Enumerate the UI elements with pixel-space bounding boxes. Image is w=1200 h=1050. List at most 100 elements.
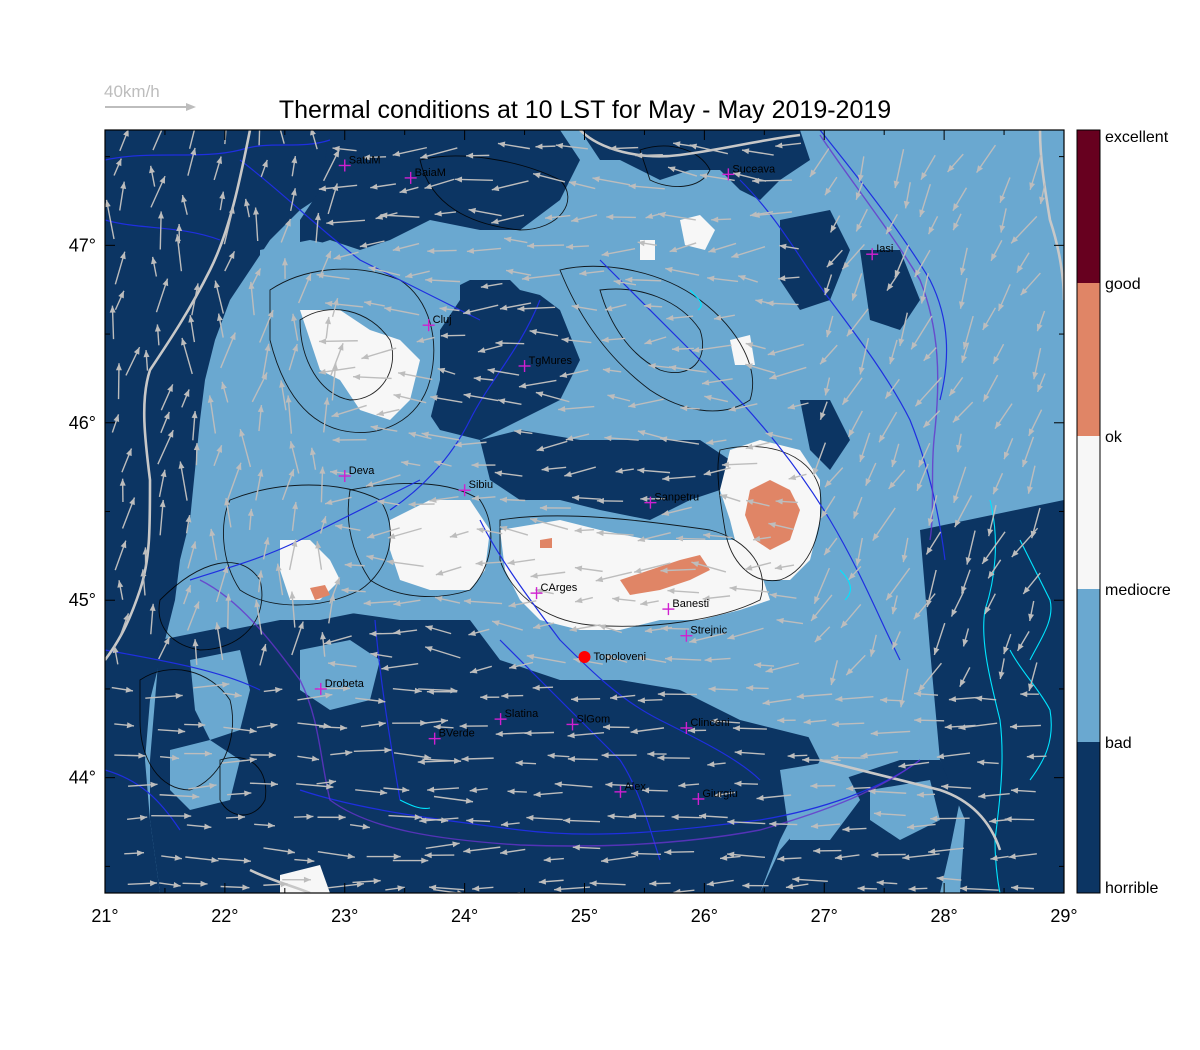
wind-arrowhead xyxy=(249,727,257,734)
wind-arrowhead xyxy=(463,308,471,315)
wind-arrowhead xyxy=(381,664,389,671)
wind-arrow xyxy=(188,130,196,149)
lon-tick-label: 24° xyxy=(451,906,478,926)
wind-arrowhead xyxy=(419,817,427,824)
wind-arrowhead xyxy=(468,207,476,214)
wind-arrowhead xyxy=(325,251,331,259)
wind-arrowhead xyxy=(824,547,831,556)
wind-arrowhead xyxy=(545,214,553,221)
wind-arrowhead xyxy=(561,337,569,344)
wind-arrowhead xyxy=(962,341,969,350)
wind-arrowhead xyxy=(430,394,438,401)
wind-arrowhead xyxy=(598,624,607,631)
wind-arrowhead xyxy=(417,758,425,765)
wind-arrowhead xyxy=(216,156,223,165)
wind-arrowhead xyxy=(547,752,555,759)
wind-arrowhead xyxy=(457,889,463,893)
wind-arrowhead xyxy=(188,315,195,323)
wind-arrowhead xyxy=(635,152,643,159)
wind-arrowhead xyxy=(903,200,910,209)
wind-arrowhead xyxy=(901,554,908,563)
wind-arrowhead xyxy=(671,814,679,821)
wind-arrowhead xyxy=(378,697,386,704)
wind-arrowhead xyxy=(706,439,714,446)
wind-arrowhead xyxy=(325,316,331,325)
wind-arrowhead xyxy=(249,756,257,763)
wind-arrowhead xyxy=(171,754,180,761)
wind-arrowhead xyxy=(892,641,898,650)
wind-arrowhead xyxy=(362,823,370,830)
wind-arrowhead xyxy=(923,353,931,361)
wind-arrowhead xyxy=(222,681,230,688)
wind-arrowhead xyxy=(637,430,646,436)
wind-arrowhead xyxy=(125,686,133,693)
wind-arrowhead xyxy=(1004,816,1012,823)
wind-arrowhead xyxy=(734,749,742,756)
main-rivers xyxy=(199,134,939,847)
wind-arrowhead xyxy=(469,786,477,793)
city-marker: SatuM xyxy=(338,154,381,172)
wind-arrowhead xyxy=(848,429,855,437)
wind-arrowhead xyxy=(669,246,678,253)
wind-arrowhead xyxy=(604,654,613,661)
legend-swatch-bad xyxy=(1077,589,1100,742)
wind-arrowhead xyxy=(754,662,762,669)
wind-arrowhead xyxy=(951,608,958,617)
wind-arrowhead xyxy=(426,688,434,695)
lon-tick-label: 22° xyxy=(211,906,238,926)
wind-arrowhead xyxy=(765,431,774,438)
wind-arrowhead xyxy=(530,517,538,524)
wind-arrowhead xyxy=(602,367,611,374)
wind-arrowhead xyxy=(947,164,955,173)
wind-arrowhead xyxy=(298,621,304,630)
wind-arrowhead xyxy=(983,394,990,402)
wind-arrowhead xyxy=(408,431,417,438)
wind-arrowhead xyxy=(708,247,716,253)
wind-arrowhead xyxy=(830,224,837,233)
wind-arrowhead xyxy=(988,570,995,579)
wind-arrowhead xyxy=(543,856,551,863)
wind-arrowhead xyxy=(163,411,170,420)
wind-arrowhead xyxy=(727,819,735,826)
wind-arrowhead xyxy=(526,814,534,821)
wind-arrowhead xyxy=(953,495,959,503)
wind-arrowhead xyxy=(367,532,375,539)
wind-arrowhead xyxy=(708,686,716,693)
wind-arrowhead xyxy=(928,226,935,235)
wind-arrowhead xyxy=(117,580,124,588)
wind-arrowhead xyxy=(204,750,212,757)
wind-arrowhead xyxy=(262,159,268,168)
wind-arrowhead xyxy=(453,757,462,764)
wind-arrowhead xyxy=(569,626,577,632)
wind-arrowhead xyxy=(999,225,1006,233)
wind-arrowhead xyxy=(244,790,252,797)
wind-arrowhead xyxy=(756,794,764,801)
wind-arrowhead xyxy=(214,280,220,289)
wind-arrowhead xyxy=(914,269,921,278)
wind-arrowhead xyxy=(1020,287,1028,296)
wind-arrowhead xyxy=(497,141,506,148)
wind-arrowhead xyxy=(727,851,735,858)
wind-arrowhead xyxy=(555,142,564,149)
wind-arrowhead xyxy=(1029,182,1036,190)
wind-arrowhead xyxy=(762,699,770,706)
wind-arrowhead xyxy=(401,460,409,467)
wind-arrowhead xyxy=(769,592,777,599)
wind-arrowhead xyxy=(999,195,1006,203)
wind-arrowhead xyxy=(473,375,482,382)
city-marker: Suceava xyxy=(722,163,776,181)
wind-arrowhead xyxy=(325,300,333,307)
wind-arrowhead xyxy=(517,305,525,312)
wind-arrowhead xyxy=(471,495,480,502)
wind-arrowhead xyxy=(420,153,428,159)
wind-arrowhead xyxy=(461,755,469,762)
wind-arrowhead xyxy=(868,788,876,795)
wind-arrowhead xyxy=(644,338,653,345)
wind-arrowhead xyxy=(601,752,609,759)
wind-arrowhead xyxy=(659,436,668,443)
wind-arrowhead xyxy=(998,671,1005,679)
wind-arrowhead xyxy=(184,812,192,819)
wind-arrowhead xyxy=(535,391,544,398)
wind-arrowhead xyxy=(315,541,322,549)
wind-arrowhead xyxy=(507,559,515,566)
